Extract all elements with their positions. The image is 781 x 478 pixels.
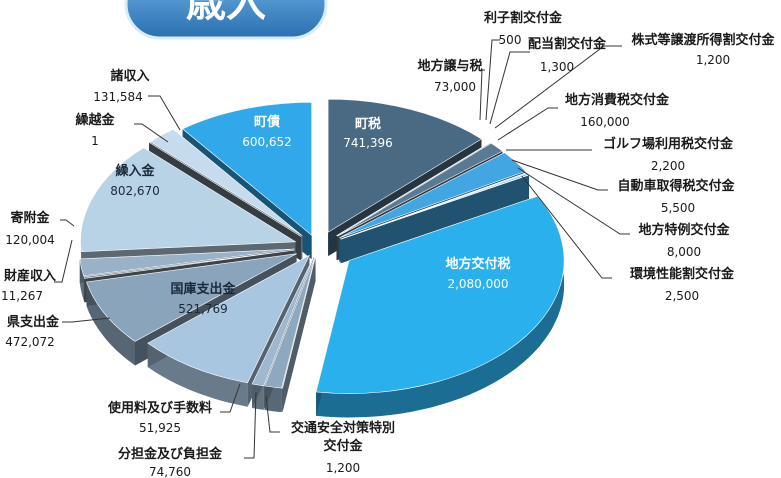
slice-value-label: 131,584 [93, 90, 143, 104]
slice-value-label: 741,396 [343, 136, 393, 150]
leader-line [148, 95, 181, 131]
leader-line [511, 159, 608, 191]
pie-slice-side [340, 174, 530, 264]
leader-line [62, 317, 111, 323]
slice-label: 財産収入 [3, 268, 56, 284]
slice-label: 県支出金 [7, 314, 60, 330]
pie-slice-wall [340, 174, 530, 264]
pie-slice-rim [86, 282, 135, 366]
slice-value-label: 120,004 [5, 233, 55, 247]
pie-slice [149, 129, 303, 237]
pie-slice [83, 249, 295, 279]
pie-slice [148, 142, 302, 237]
slice-label: 寄附金 [10, 210, 50, 226]
chart-title: 歳入 [186, 0, 266, 26]
slice-value-label: 160,000 [580, 115, 630, 129]
pie-slice-rim [316, 196, 565, 418]
slice-label: 国庫支出金 [170, 281, 236, 297]
slice-label: 使用料及び手数料 [107, 400, 212, 416]
leader-line [485, 39, 500, 121]
slice-label: 交通安全対策特別 [291, 420, 395, 436]
pie-slice [337, 142, 504, 237]
slice-value-label: 1,200 [326, 461, 360, 475]
slice-label: 配当割交付金 [528, 36, 607, 52]
leader-line [479, 69, 485, 121]
slice-label: 株式等譲渡所得割交付金 [631, 32, 775, 48]
slice-label: 地方特例交付金 [638, 222, 730, 238]
slice-label-line2: 交付金 [323, 438, 363, 454]
slice-label: 環境性能割交付金 [630, 266, 735, 282]
pie-slice [147, 254, 311, 384]
slice-value-label: 74,760 [149, 465, 191, 478]
pie-slice [86, 253, 297, 342]
slice-label: 分担金及び負担金 [118, 446, 223, 462]
leader-line [494, 45, 622, 129]
slice-value-label: 802,670 [110, 184, 160, 198]
pie-slice [251, 256, 315, 387]
slice-label: 町債 [254, 114, 280, 130]
pie-slice [182, 101, 312, 236]
title-badge-background [124, 0, 328, 40]
slice-value-label: 73,000 [434, 80, 476, 94]
leader-line [497, 107, 558, 141]
slice-label: 繰越金 [75, 112, 115, 128]
leader-line [517, 167, 630, 235]
slice-label: 自動車取得税交付金 [617, 178, 735, 194]
slice-value-label: 500 [499, 33, 522, 47]
slice-label: 諸収入 [110, 68, 149, 84]
leader-line [220, 383, 241, 413]
pie-slice [336, 142, 492, 237]
title-badge: 歳入 [124, 0, 328, 40]
pie-slice [80, 147, 297, 253]
pie-slice-wall [282, 256, 316, 413]
leader-line [244, 391, 257, 459]
slice-value-label: 2,200 [651, 159, 685, 173]
leader-line [60, 219, 75, 227]
slice-value-label: 2,080,000 [447, 277, 508, 291]
leader-line [134, 123, 169, 143]
pie-labels: 町税 741,396 利子割交付金 500 配当割交付金 1,300 株式等譲渡所得割交付金… [1, 10, 775, 478]
pie-slice-rim [147, 343, 248, 407]
slice-value-label: 1,300 [540, 60, 574, 74]
pie-slice [315, 195, 565, 394]
slice-label: 地方消費税交付金 [565, 92, 670, 108]
slice-label: ゴルフ場利用税交付金 [603, 136, 734, 152]
slice-value-label: 5,500 [661, 201, 695, 215]
slice-value-label: 51,925 [139, 421, 181, 435]
leader-line [265, 395, 280, 433]
pie-slice [264, 256, 316, 389]
pie-slice-side [282, 256, 316, 413]
slice-label: 地方譲与税 [417, 58, 482, 74]
leader-line [489, 51, 530, 125]
slice-value-label: 8,000 [667, 245, 701, 259]
slice-value-label: 472,072 [5, 335, 55, 349]
slice-value-label: 521,769 [178, 302, 228, 316]
pie-tops [79, 98, 565, 394]
slice-label: 地方交付税 [445, 256, 510, 272]
slice-value-label: 2,500 [665, 289, 699, 303]
pie-slice [281, 256, 316, 389]
pie-slice [327, 98, 483, 233]
slice-value-label: 11,267 [1, 289, 43, 303]
pie-slice [79, 248, 295, 277]
slice-value-label: 600,652 [242, 135, 292, 149]
slice-label: 町税 [355, 116, 381, 132]
slice-label: 利子割交付金 [484, 10, 563, 26]
leader-line [54, 239, 73, 283]
slice-value-label: 1,200 [696, 53, 730, 67]
slice-label: 繰入金 [115, 163, 155, 179]
pie-leader-lines [54, 39, 630, 459]
leader-line [521, 175, 612, 279]
slice-value-label: 1 [91, 134, 99, 148]
